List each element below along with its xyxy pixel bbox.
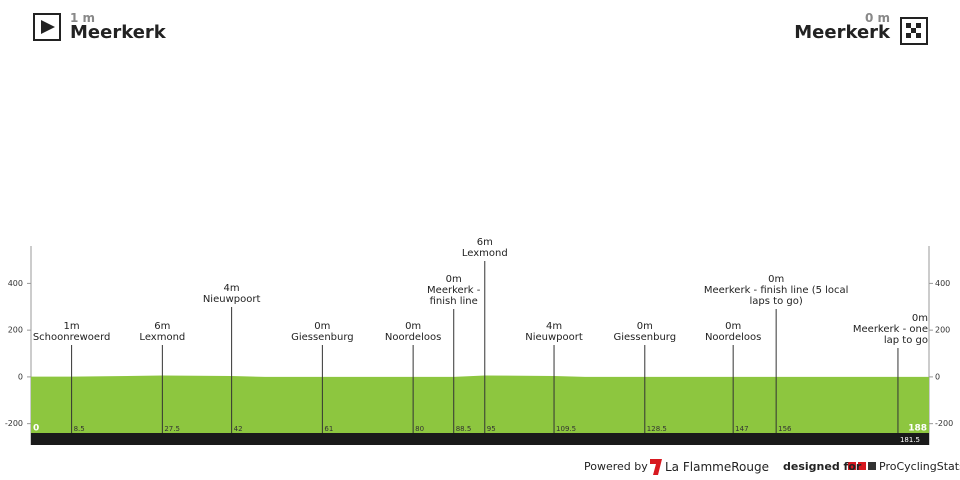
brand: La FlammeRouge: [665, 460, 769, 474]
finish-name: Meerkerk: [794, 22, 890, 43]
waypoint-name: Giessenburg: [613, 332, 677, 343]
y-tick-label: -200: [5, 419, 23, 428]
waypoint-label: 0m Giessenburg: [277, 321, 367, 343]
finish-icon-checker: [906, 23, 921, 38]
waypoint-elevation: 4m: [545, 321, 563, 332]
waypoint-elevation: 0m: [911, 313, 928, 324]
y-tick-label: -200: [935, 419, 953, 428]
site: ProCyclingStats: [879, 460, 960, 473]
waypoint-km: 8.5: [74, 425, 85, 433]
profile-area: [31, 375, 929, 433]
waypoint-elevation: 6m: [476, 237, 493, 248]
start-header: 1 m Meerkerk: [70, 12, 166, 42]
waypoint-km: 128.5: [647, 425, 667, 433]
waypoint-label: 0m Noordeloos: [368, 321, 458, 343]
waypoint-km: 42: [234, 425, 243, 433]
y-tick-label: 200: [8, 326, 23, 335]
pcs-logo: [868, 462, 876, 470]
distance-bar: [31, 433, 929, 445]
waypoint-name: Meerkerk - finish line: [427, 285, 481, 307]
waypoint-km: 88.5: [456, 425, 472, 433]
waypoint-name: Lexmond: [139, 332, 186, 343]
x-end-label: 188: [908, 424, 927, 434]
waypoint-label: 1m Schoonrewoerd: [17, 321, 127, 343]
waypoint-elevation: 0m: [725, 321, 742, 332]
waypoint-label: 4m Nieuwpoort: [187, 283, 277, 305]
start-icon-arrow: [41, 20, 55, 34]
finish-elevation: 0 m: [864, 11, 890, 25]
y-tick-label: 400: [935, 279, 950, 288]
waypoint-name: Nieuwpoort: [202, 294, 261, 305]
start-name: Meerkerk: [70, 22, 166, 43]
designed-for: designed for: [783, 460, 862, 473]
waypoint-label: 0m Noordeloos: [688, 321, 778, 343]
waypoint-label: 6m Lexmond: [440, 237, 530, 259]
waypoint-name: Lexmond: [461, 248, 508, 259]
waypoint-name: Schoonrewoerd: [32, 332, 111, 343]
waypoint-km: 147: [735, 425, 748, 433]
pcs-logo: [848, 462, 856, 470]
waypoint-elevation: 1m: [63, 321, 80, 332]
waypoint-label: 6m Lexmond: [117, 321, 207, 343]
waypoint-km: 156: [778, 425, 792, 433]
waypoint-label: 0m Meerkerk - finish line: [419, 274, 489, 307]
waypoint-label: 0m Meerkerk - finish line (5 local laps t…: [701, 274, 851, 307]
waypoint-elevation: 0m: [636, 321, 653, 332]
waypoint-label: 0m Giessenburg: [600, 321, 690, 343]
waypoint-elevation: 4m: [223, 283, 240, 294]
waypoint-name: Meerkerk - one lap to go: [852, 324, 928, 346]
waypoint-km: 61: [324, 425, 333, 433]
waypoint-km: 27.5: [164, 425, 180, 433]
waypoint-km: 95: [487, 425, 496, 433]
flammerouge-logo: [650, 459, 662, 475]
waypoint-km: 109.5: [556, 425, 576, 433]
waypoint-elevation: 0m: [768, 274, 785, 285]
waypoint-name: Noordeloos: [384, 332, 442, 343]
start-icon: [33, 13, 61, 41]
x-start-label: 0: [33, 424, 39, 434]
waypoint-elevation: 0m: [445, 274, 462, 285]
y-tick-label: 200: [935, 326, 950, 335]
waypoint-name: Giessenburg: [291, 332, 354, 343]
y-tick-label: 0: [935, 372, 940, 381]
finish-icon: [900, 17, 928, 45]
waypoint-name: Meerkerk - finish line (5 local laps to …: [703, 285, 849, 307]
start-elevation: 1 m: [70, 11, 96, 25]
waypoint-elevation: 6m: [154, 321, 171, 332]
waypoint-name: Nieuwpoort: [525, 332, 583, 343]
waypoint-label: 4m Nieuwpoort: [509, 321, 599, 343]
waypoint-elevation: 0m: [314, 321, 331, 332]
finish-header: 0 m Meerkerk: [794, 12, 890, 42]
waypoint-km: 181.5: [900, 436, 920, 444]
y-tick-label: 0: [18, 372, 23, 381]
y-tick-label: 400: [8, 279, 23, 288]
powered-by: Powered by: [584, 460, 648, 473]
waypoint-label: 0m Meerkerk - one lap to go: [838, 313, 928, 346]
waypoint-km: 80: [415, 425, 424, 433]
pcs-logo: [858, 462, 866, 470]
waypoint-elevation: 0m: [405, 321, 422, 332]
waypoint-name: Noordeloos: [704, 332, 762, 343]
